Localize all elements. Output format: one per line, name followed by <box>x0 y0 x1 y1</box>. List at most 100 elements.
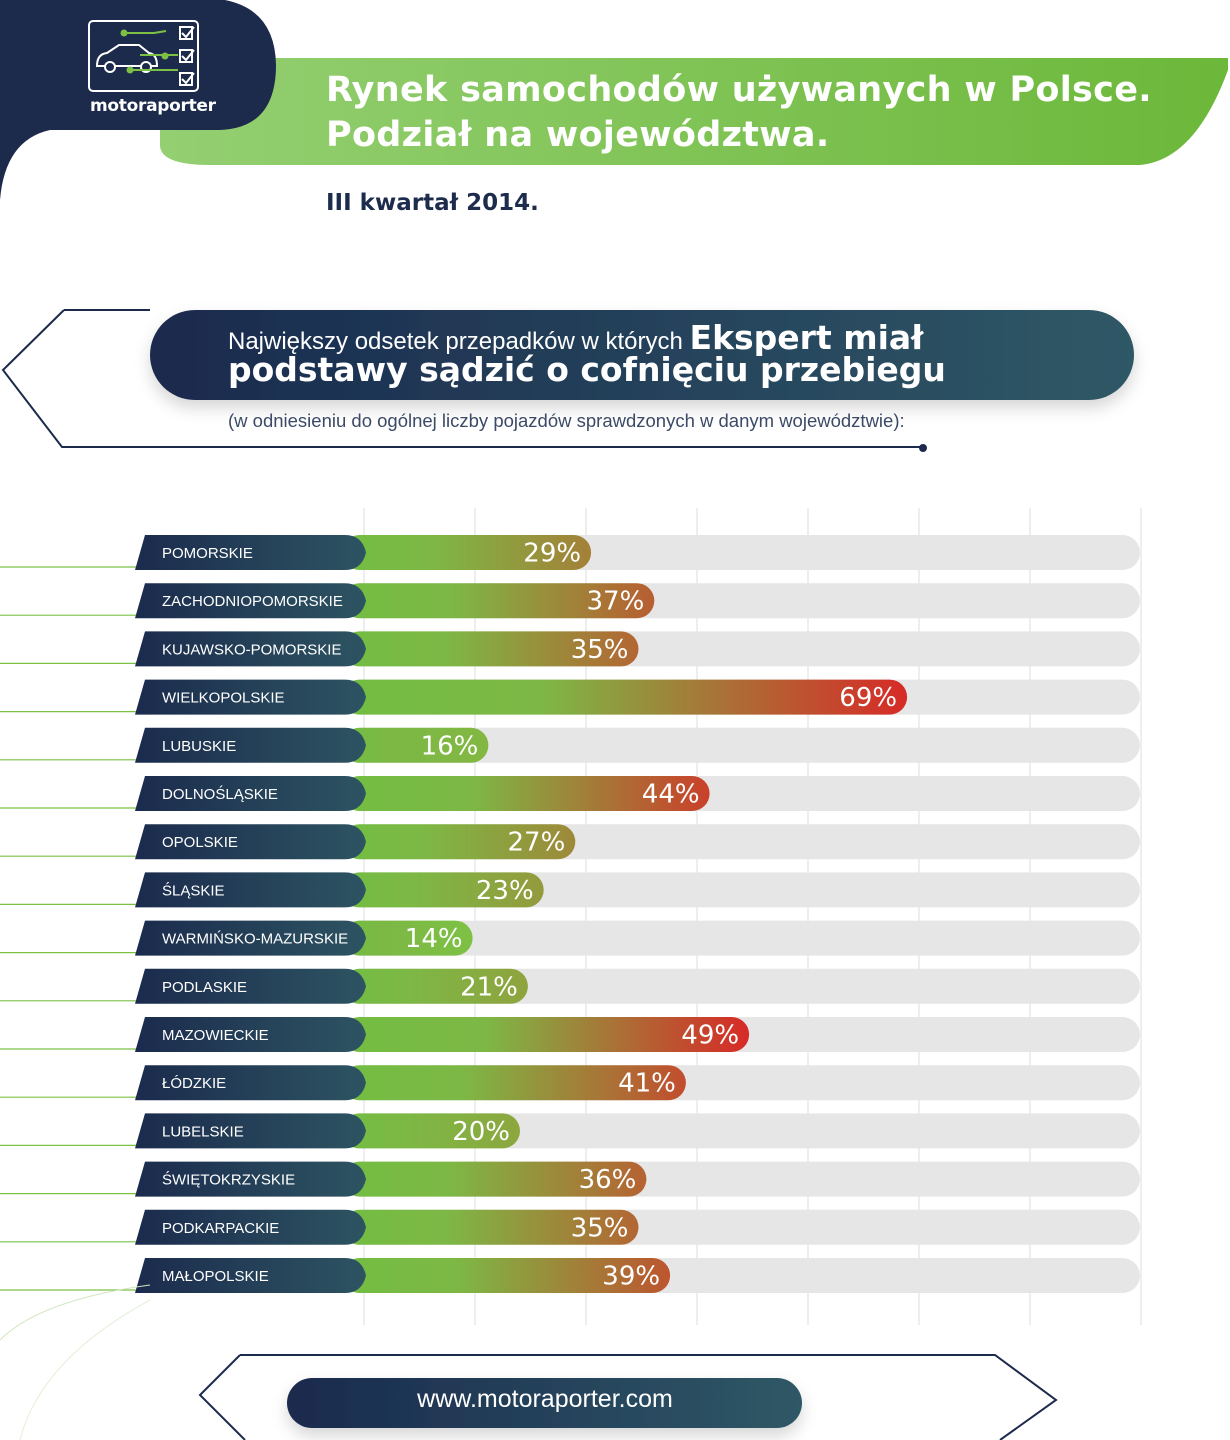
category-tab <box>135 1113 366 1149</box>
car-checklist-icon <box>88 20 199 92</box>
category-label: ŚWIĘTOKRZYSKIE <box>162 1171 295 1189</box>
title-banner <box>160 58 1228 165</box>
bar-value <box>342 1017 750 1052</box>
category-tab <box>135 1065 366 1101</box>
page-title-line2: Podział na województwa. <box>326 115 830 155</box>
category-tab <box>135 920 366 956</box>
category-label: ŁÓDZKIE <box>162 1075 226 1092</box>
bar-track <box>342 920 1140 956</box>
category-tab <box>135 727 366 763</box>
bar-track <box>342 727 1140 763</box>
bar-value <box>342 872 544 908</box>
category-tab <box>135 583 366 619</box>
bar-row: ŚLĄSKIE 23% <box>0 872 1140 908</box>
value-label: 29% <box>523 539 581 569</box>
bar-row: MAŁOPOLSKIE 39% <box>0 1258 1140 1293</box>
bar-value <box>342 535 592 570</box>
bar-row: LUBELSKIE 20% <box>0 1113 1140 1149</box>
bar-row: ZACHODNIOPOMORSKIE 37% <box>0 583 1140 619</box>
category-tab <box>135 679 366 715</box>
bar-track <box>342 968 1140 1004</box>
bar-value <box>342 727 489 763</box>
bar-row: DOLNOŚLĄSKIE 44% <box>0 776 1140 811</box>
bar-value <box>342 824 576 860</box>
question-line1: Największy odsetek przepadków w których … <box>228 318 923 357</box>
bar-row: OPOLSKIE 27% <box>0 824 1140 860</box>
bar-row: KUJAWSKO-POMORSKIE 35% <box>0 631 1140 667</box>
category-tab <box>135 535 366 570</box>
page-title-line1: Rynek samochodów używanych w Polsce. <box>326 70 1152 110</box>
bar-row: WIELKOPOLSKIE 69% <box>0 679 1140 715</box>
footer-url[interactable]: www.motoraporter.com <box>417 1385 673 1413</box>
category-label: WARMIŃSKO-MAZURSKIE <box>162 931 348 948</box>
category-tab <box>135 1161 366 1197</box>
chart-grid <box>363 508 1142 1325</box>
category-tab <box>135 872 366 908</box>
bar-row: PODLASKIE 21% <box>0 968 1140 1004</box>
category-label: POMORSKIE <box>162 545 253 562</box>
bar-track <box>342 1113 1140 1149</box>
value-label: 35% <box>571 1213 629 1243</box>
category-label: KUJAWSKO-POMORSKIE <box>162 641 341 658</box>
question-frame <box>1 309 923 448</box>
category-label: PODLASKIE <box>162 979 247 996</box>
bar-value <box>342 920 473 956</box>
category-tab <box>135 776 366 811</box>
category-label: LUBUSKIE <box>162 738 236 755</box>
category-label: DOLNOŚLĄSKIE <box>162 785 278 803</box>
footer-banner <box>287 1378 802 1428</box>
value-label: 16% <box>421 731 479 761</box>
category-label: ZACHODNIOPOMORSKIE <box>162 593 343 610</box>
category-label: ŚLĄSKIE <box>162 881 225 899</box>
bar-row: POMORSKIE 29% <box>0 535 1140 570</box>
decorative-curves <box>0 1284 151 1440</box>
value-label: 23% <box>476 876 534 906</box>
value-label: 44% <box>642 780 700 810</box>
category-label: OPOLSKIE <box>162 834 238 851</box>
category-tab <box>135 824 366 860</box>
question-prefix: Największy odsetek przepadków w których <box>228 328 690 355</box>
frame-dot <box>919 444 927 452</box>
bar-value <box>342 583 655 619</box>
value-label: 14% <box>405 924 463 954</box>
category-tab <box>135 631 366 667</box>
value-label: 37% <box>587 587 645 617</box>
category-label: MAZOWIECKIE <box>162 1027 269 1044</box>
bar-value <box>342 631 639 667</box>
question-banner <box>150 310 1134 400</box>
bar-value <box>342 679 908 715</box>
value-label: 21% <box>460 972 518 1002</box>
question-line2: podstawy sądzić o cofnięciu przebiegu <box>228 350 946 389</box>
bar-row: LUBUSKIE 16% <box>0 727 1140 763</box>
value-label: 69% <box>839 683 897 713</box>
value-label: 39% <box>602 1262 660 1292</box>
bar-value <box>342 1065 686 1101</box>
category-tab <box>135 1017 366 1052</box>
question-bold: Ekspert miał <box>689 318 924 357</box>
value-label: 20% <box>452 1117 510 1147</box>
bar-track <box>342 872 1140 908</box>
bar-value <box>342 776 710 811</box>
category-tab <box>135 1258 366 1293</box>
bar-value <box>342 1161 647 1197</box>
value-label: 27% <box>508 828 566 858</box>
bar-value <box>342 1258 671 1293</box>
bar-row: PODKARPACKIE 35% <box>0 1209 1140 1245</box>
value-label: 49% <box>681 1021 739 1051</box>
bar-row: ŚWIĘTOKRZYSKIE 36% <box>0 1161 1140 1197</box>
category-label: PODKARPACKIE <box>162 1220 279 1237</box>
category-label: WIELKOPOLSKIE <box>162 690 285 707</box>
value-label: 41% <box>618 1069 676 1099</box>
question-note: (w odniesieniu do ogólnej liczby pojazdó… <box>228 410 905 431</box>
logo-corner <box>0 0 276 200</box>
value-label: 36% <box>579 1165 637 1195</box>
period-label: III kwartał 2014. <box>326 190 539 216</box>
chart-bars: POMORSKIE 29% ZACHODNIOPOMORSKIE 37% KUJAWSK… <box>0 535 1140 1293</box>
category-tab <box>135 1209 366 1245</box>
bar-value <box>342 1113 520 1149</box>
bar-value <box>342 968 528 1004</box>
bar-row: ŁÓDZKIE 41% <box>0 1065 1140 1101</box>
value-label: 35% <box>571 635 629 665</box>
category-label: MAŁOPOLSKIE <box>162 1268 269 1285</box>
